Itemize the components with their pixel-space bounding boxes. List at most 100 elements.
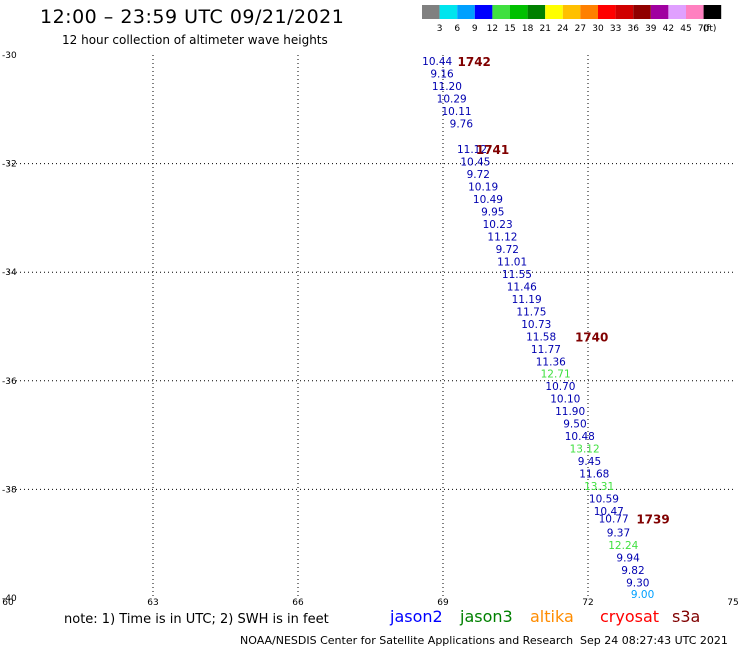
color-swatch [457,5,475,19]
color-swatch [633,5,651,19]
wave-height-point: 10.19 [468,181,498,193]
wave-height-point: 12.24 [608,540,638,552]
color-scale-label: 6 [454,24,460,34]
color-swatch [439,5,458,19]
x-tick-label: 69 [437,598,449,606]
wave-height-point: 11.55 [502,269,532,281]
color-swatch [492,5,510,19]
color-scale-label: 24 [557,24,569,34]
y-tick-label: -30 [2,51,17,61]
time-label: 1740 [575,330,608,344]
wave-height-point: 10.59 [589,494,619,506]
wave-height-point: 10.11 [442,106,472,118]
wave-height-point: 11.12 [457,144,487,156]
wave-height-point: 9.95 [481,206,504,218]
color-scale-label: 39 [645,24,657,34]
wave-height-point: 9.72 [496,244,519,256]
y-tick-label: -36 [2,377,17,387]
wave-height-point: 13.31 [584,481,614,493]
wave-height-point: 11.01 [497,256,527,268]
satellite-s3a: s3a [672,607,701,626]
wave-height-point: 12.71 [541,369,571,381]
time-label: 1741 [476,143,509,157]
color-swatch [615,5,634,19]
time-label: 1742 [458,55,491,69]
color-scale-label: 15 [504,24,515,34]
wave-height-point: 9.37 [607,527,630,539]
color-swatch [598,5,616,19]
y-tick-label: -40 [2,594,17,604]
wave-height-point: 11.77 [531,344,561,356]
time-label: 1739 [636,513,669,527]
wave-height-point: 9.00 [631,589,654,601]
wave-height-point: 9.16 [430,68,454,80]
x-tick-label: 60 [2,598,14,606]
wave-height-point: 13.12 [570,444,600,456]
wave-height-point: 11.12 [487,231,517,243]
wave-height-point: 10.47 [594,506,624,518]
y-tick-label: -32 [2,160,17,170]
x-tick-label: 75 [727,598,738,606]
color-scale-label: 27 [575,24,586,34]
wave-height-point: 10.44 [422,56,452,68]
wave-height-point: 11.20 [432,81,462,93]
wave-height-point: 9.94 [616,552,640,564]
color-swatch [580,5,598,19]
wave-height-point: 9.82 [621,565,644,577]
color-scale-legend: 3 6 9 12 15 18 21 24 27 30 33 36 39 42 45 70(ft) [422,5,722,34]
y-tick-label: -34 [2,268,17,278]
color-swatch [510,5,528,19]
x-tick-label: 72 [582,598,593,606]
wave-height-point: 9.45 [578,456,601,468]
satellite-altika: altika [530,607,574,626]
wave-height-point: 9.72 [467,169,490,181]
wave-height-point: 11.68 [579,469,609,481]
color-swatch [422,5,440,19]
wave-height-point: 10.48 [565,431,595,443]
wave-height-point: 11.36 [536,356,566,368]
wave-height-point: 10.45 [460,156,490,168]
wave-height-point: 11.75 [516,306,546,318]
satellite-jason2: jason2 [390,607,443,626]
color-swatch [474,5,493,19]
page-subtitle: 12 hour collection of altimeter wave hei… [62,33,328,47]
wave-height-point: 11.19 [512,294,542,306]
color-scale-label: 70 [698,24,710,34]
color-scale-label: 30 [592,24,604,34]
satellite-jason3: jason3 [460,607,513,626]
color-swatch [703,5,722,19]
page-title: 12:00 – 23:59 UTC 09/21/2021 [40,6,345,28]
footer-note: note: 1) Time is in UTC; 2) SWH is in fe… [64,612,329,627]
wave-height-point: 9.50 [563,419,586,431]
wave-height-point: 11.90 [555,406,585,418]
wave-height-point: 10.10 [550,394,580,406]
wave-height-point: 10.73 [521,319,551,331]
wave-height-point: 9.76 [450,118,474,130]
color-swatch [527,5,546,19]
color-scale-label: (ft) [703,24,717,34]
wave-height-point: 10.49 [473,194,503,206]
color-swatch [668,5,686,19]
satellite-cryosat: cryosat [600,607,660,626]
color-scale-label: 45 [680,24,691,34]
color-scale-label: 21 [539,24,550,34]
wave-height-point: 11.46 [507,281,537,293]
color-scale-label: 9 [472,24,478,34]
wave-height-point: 9.30 [626,577,649,589]
color-scale-label: 42 [663,24,674,34]
x-tick-label: 63 [147,598,158,606]
color-scale-label: 36 [627,24,639,34]
wave-height-point: 10.29 [437,93,467,105]
color-scale-label: 33 [610,24,621,34]
color-scale-label: 18 [522,24,534,34]
color-swatch [686,5,704,19]
wave-height-point: 10.23 [483,219,513,231]
color-swatch [562,5,581,19]
color-scale-label: 3 [437,24,443,34]
credit-text: NOAA/NESDIS Center for Satellite Applica… [240,634,574,647]
wave-height-point: 10.70 [545,381,575,393]
color-swatch [650,5,669,19]
color-scale-label: 12 [487,24,498,34]
wave-height-point: 11.58 [526,331,556,343]
